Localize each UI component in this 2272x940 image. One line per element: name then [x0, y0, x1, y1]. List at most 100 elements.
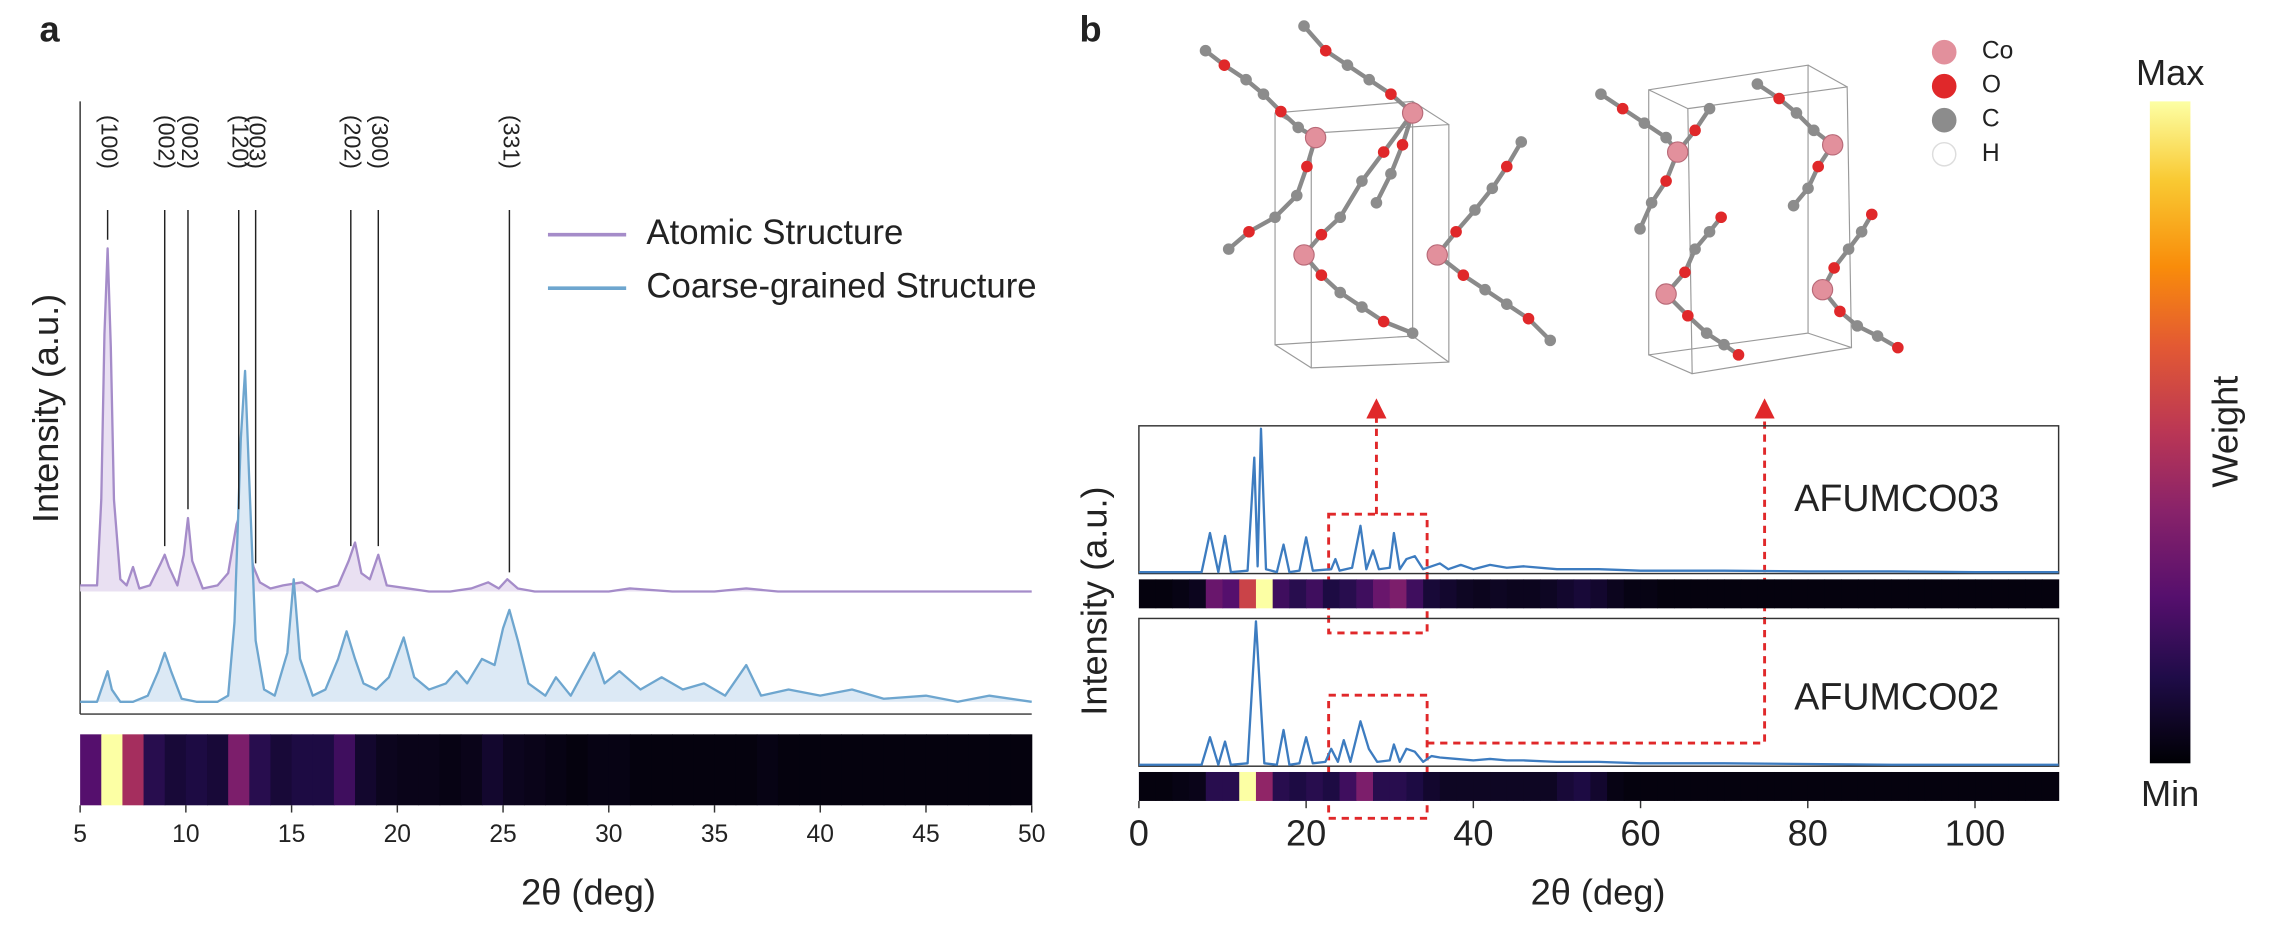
- co-atom: [1655, 283, 1677, 305]
- heatmap-cell: [883, 734, 906, 806]
- heatmap-cell: [587, 734, 610, 806]
- atom-legend-label: Co: [1982, 38, 2013, 65]
- heatmap-cell: [2025, 771, 2043, 801]
- heatmap-cell: [1690, 579, 1709, 609]
- heatmap-cell: [1456, 579, 1474, 609]
- heatmap-cell: [460, 734, 483, 806]
- atom: [1356, 301, 1368, 313]
- x-axis-label: 2θ (deg): [1531, 872, 1666, 913]
- heatmap-cell: [1506, 771, 1525, 801]
- heatmap-cell: [207, 734, 229, 806]
- heatmap-cell: [1891, 579, 1909, 609]
- atom: [1812, 160, 1824, 173]
- colorbar-max: Max: [2136, 52, 2204, 93]
- heatmap-cell: [101, 734, 124, 806]
- chain: [1227, 136, 1318, 251]
- chain: [1638, 151, 1680, 230]
- chain: [1791, 143, 1835, 208]
- line: [80, 369, 1032, 703]
- heatmap-cell: [1908, 579, 1926, 609]
- atom: [1834, 305, 1846, 318]
- atom-legend-marker: [1931, 107, 1957, 133]
- heatmap-cell: [1958, 771, 1976, 801]
- annotation-label: (003): [245, 115, 271, 169]
- chain: [1820, 288, 1899, 350]
- heatmap-cell: [1155, 579, 1173, 609]
- area: [80, 370, 1032, 702]
- unit-cell: [1648, 354, 1693, 375]
- atom: [1319, 44, 1332, 57]
- atom: [1715, 211, 1727, 224]
- atom: [1257, 88, 1270, 100]
- heatmap-cell: [841, 734, 864, 806]
- heatmap-cell: [1607, 579, 1625, 609]
- annotation-label: (331): [498, 115, 524, 169]
- atom: [1290, 189, 1303, 202]
- unit-cell: [1310, 123, 1450, 369]
- heatmap-cell: [355, 734, 377, 806]
- atom-legend-marker: [1931, 73, 1957, 99]
- panel-label: a: [40, 8, 61, 49]
- heatmap-cell: [1356, 579, 1374, 609]
- heatmap-cell: [968, 734, 991, 806]
- co-atom: [1426, 244, 1448, 266]
- atom: [1292, 121, 1305, 134]
- x-tick-label: 35: [701, 821, 728, 848]
- heatmap-cell: [1439, 579, 1458, 609]
- heatmap-cell: [524, 734, 546, 806]
- atom: [1682, 309, 1694, 322]
- heatmap-cell: [1423, 579, 1441, 609]
- heatmap-cell: [1172, 579, 1190, 609]
- heatmap-cell: [1339, 579, 1357, 609]
- atom: [1385, 168, 1397, 180]
- unit-cell: [1648, 89, 1689, 110]
- heatmap-cell: [756, 734, 779, 806]
- heatmap-cell: [1724, 579, 1742, 609]
- guides: [1327, 398, 1775, 820]
- atom: [1370, 196, 1383, 209]
- heatmap-cell: [1941, 579, 1959, 609]
- plot-frame: [1138, 425, 2060, 575]
- atom-legend-label: H: [1982, 140, 2000, 167]
- atom: [1199, 44, 1212, 57]
- atom: [1457, 269, 1470, 281]
- heatmap-cell: [2008, 771, 2026, 801]
- heatmap-cell: [545, 734, 568, 806]
- atom: [1802, 182, 1814, 195]
- heatmap-cell: [1356, 771, 1374, 801]
- atom: [1450, 225, 1462, 238]
- atom: [1660, 175, 1672, 187]
- heatmap-cell: [1857, 579, 1876, 609]
- atom: [1718, 338, 1730, 351]
- atom: [1377, 315, 1390, 328]
- chain: [1302, 24, 1415, 115]
- heatmap-cell: [1205, 579, 1224, 609]
- colorbar: [2149, 101, 2191, 764]
- heatmap-cell: [1975, 579, 1993, 609]
- atom: [1341, 59, 1354, 71]
- heatmap-cell: [143, 734, 166, 806]
- atom: [1334, 211, 1347, 224]
- atom: [1700, 327, 1713, 339]
- heatmap-cell: [989, 734, 1012, 806]
- heatmap-cell: [1389, 579, 1408, 609]
- atom: [1315, 269, 1328, 281]
- atom: [1689, 243, 1701, 255]
- heatmap-cell: [1222, 771, 1240, 801]
- chain: [1374, 112, 1415, 204]
- heatmap-cell: [1707, 771, 1725, 801]
- heatmap-cell: [1908, 771, 1926, 801]
- atom: [1315, 228, 1328, 241]
- heatmap-cell: [1490, 579, 1508, 609]
- heatmap-cell: [1590, 579, 1608, 609]
- x-tick-label: 80: [1788, 812, 1828, 853]
- annotation-label: (002): [177, 115, 203, 169]
- chain: [1435, 140, 1524, 257]
- unit-cell: [1807, 64, 1848, 88]
- heatmap-cell: [1272, 771, 1290, 801]
- atom: [1275, 105, 1287, 118]
- heatmap-cell: [1322, 771, 1341, 801]
- heatmap-cell: [1857, 771, 1876, 801]
- heatmap-cell: [862, 734, 885, 806]
